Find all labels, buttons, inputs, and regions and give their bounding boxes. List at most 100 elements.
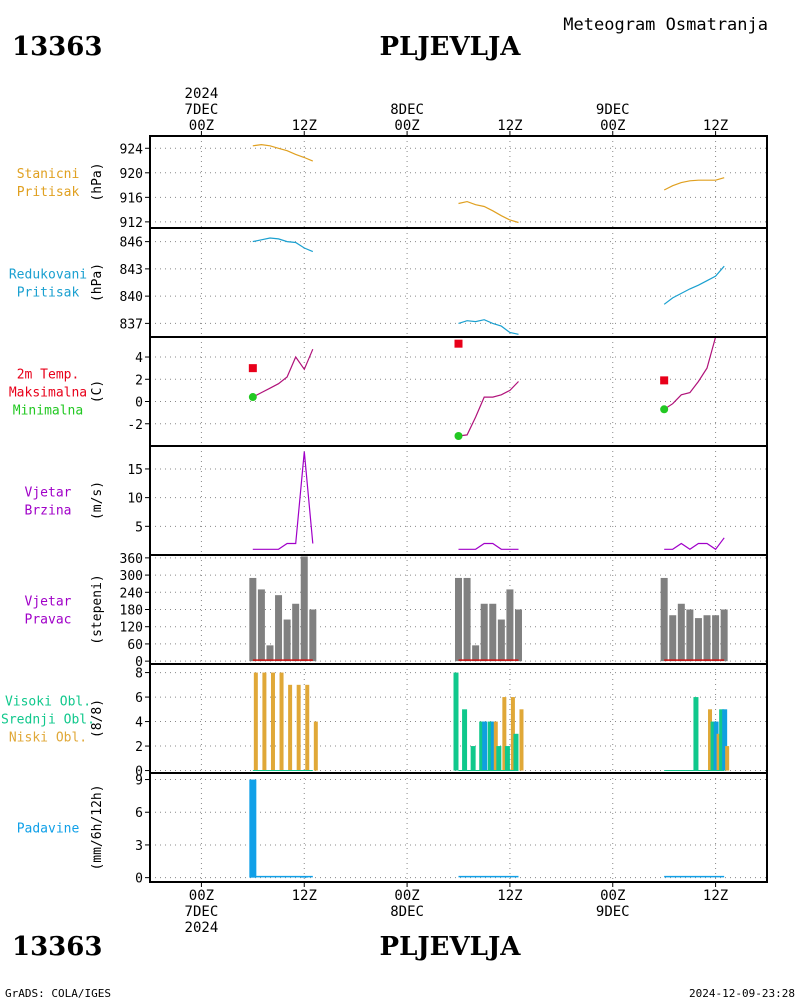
- time-label: 12Z: [292, 118, 317, 134]
- direction-bar-17: [669, 615, 677, 662]
- series-line-0: [252, 143, 314, 162]
- cloud-bar-high-14: [504, 746, 510, 771]
- panel-label: Pritisak: [17, 185, 80, 200]
- tmin-marker-0: [248, 393, 257, 402]
- tmax-marker-0: [248, 364, 257, 373]
- cloud-bar-low-23: [725, 746, 730, 771]
- direction-bar-7: [309, 609, 317, 662]
- y-tick-label: 912: [120, 216, 143, 231]
- timestamp: 2024-12-09-23:28: [689, 987, 795, 1000]
- y-tick-label: 846: [120, 236, 143, 251]
- time-label: 8DEC: [390, 904, 424, 920]
- panel-label: Minimalna: [13, 404, 83, 419]
- cloud-bar-mid-22: [713, 721, 719, 771]
- cloud-bar-high-20: [693, 697, 699, 771]
- time-label: 2024: [185, 920, 219, 936]
- y-axis-label: (hPa): [90, 162, 105, 201]
- direction-bar-1: [257, 589, 265, 662]
- direction-bar-5: [292, 603, 300, 662]
- direction-bar-15: [514, 609, 522, 662]
- panel-border: [149, 336, 768, 447]
- y-tick-label: 0: [135, 872, 143, 887]
- series-line-2: [663, 265, 725, 305]
- cloud-bar-low-6: [305, 684, 310, 771]
- cloud-bar-low-12: [493, 721, 498, 771]
- cloud-bar-high-9: [462, 709, 468, 771]
- panel-label: Stanicni: [17, 167, 80, 182]
- y-axis-label: (mm/6h/12h): [90, 784, 105, 870]
- cloud-bar-mid-12: [490, 721, 496, 771]
- cloud-bar-low-4: [288, 684, 293, 771]
- direction-bar-20: [694, 618, 702, 662]
- data-layer: [252, 451, 725, 551]
- panel-3: 5 10 15 (m/s) Vjetar Brzina: [25, 445, 768, 556]
- y-axis-label: (8/8): [90, 699, 105, 738]
- time-label: 9DEC: [596, 102, 630, 118]
- direction-bar-3: [275, 595, 283, 662]
- direction-bar-10: [472, 645, 480, 662]
- y-tick-label: 60: [127, 638, 143, 653]
- panel-label: Niski Obl.: [9, 731, 87, 746]
- time-label: 00Z: [189, 888, 214, 904]
- y-axis-label: (stepeni): [90, 574, 105, 644]
- time-label: 12Z: [497, 118, 522, 134]
- y-tick-label: 9: [135, 774, 143, 789]
- panel-1: 837 840 843 846 (hPa)Redukovani Pritisak: [9, 227, 768, 338]
- cloud-bar-high-23: [719, 709, 725, 771]
- data-layer: [252, 672, 730, 772]
- cloud-bar-low-0: [253, 672, 258, 771]
- direction-bar-23: [720, 609, 728, 662]
- data-layer: [248, 337, 717, 440]
- time-label: 8DEC: [390, 102, 424, 118]
- direction-bar-12: [489, 603, 497, 662]
- cloud-bar-low-22: [716, 733, 721, 771]
- precip-bar-0: [249, 779, 257, 878]
- panel-border: [149, 135, 768, 229]
- y-tick-label: 6: [135, 691, 143, 706]
- y-tick-label: 924: [120, 142, 144, 157]
- series-line-0: [252, 237, 314, 253]
- tmax-marker-1: [454, 339, 463, 348]
- y-tick-label: 5: [135, 520, 143, 535]
- panel-label: Redukovani: [9, 268, 87, 283]
- y-tick-label: 15: [127, 463, 143, 478]
- direction-bar-22: [712, 615, 720, 662]
- data-layer: [249, 556, 728, 662]
- cloud-bar-low-21: [708, 709, 713, 771]
- time-label: 00Z: [600, 118, 625, 134]
- y-axis-label: (m/s): [90, 481, 105, 520]
- cloud-bar-high-15: [513, 733, 519, 771]
- series-line-0: [252, 348, 314, 398]
- panel-label: Visoki Obl.: [5, 695, 91, 710]
- y-tick-label: 837: [120, 317, 143, 332]
- data-layer: [249, 779, 725, 878]
- series-line-2: [664, 537, 725, 551]
- direction-bar-13: [497, 619, 505, 662]
- panel-border: [149, 772, 768, 883]
- y-axis-label: (hPa): [90, 263, 105, 302]
- data-layer: [252, 143, 725, 224]
- y-tick-label: 120: [120, 621, 143, 636]
- cloud-bar-high-12: [487, 721, 493, 771]
- series-line-2: [663, 177, 725, 191]
- time-label: 12Z: [703, 888, 728, 904]
- cloud-bar-high-22: [710, 721, 716, 771]
- series-line-0: [252, 451, 314, 550]
- direction-bar-0: [249, 577, 257, 662]
- cloud-bar-low-14: [510, 697, 515, 771]
- time-label: 12Z: [703, 118, 728, 134]
- direction-bar-16: [660, 577, 668, 662]
- y-tick-label: 240: [120, 586, 143, 601]
- time-label: 7DEC: [185, 904, 219, 920]
- credit: GrADS: COLA/IGES: [5, 987, 111, 1000]
- cloud-bar-low-2: [270, 672, 275, 771]
- tmin-marker-2: [660, 405, 669, 414]
- direction-bar-8: [455, 577, 462, 662]
- panel-label: Vjetar: [25, 486, 72, 501]
- y-tick-label: 843: [120, 263, 143, 278]
- y-axis-label: (C): [90, 380, 105, 403]
- series-line-1: [458, 200, 519, 224]
